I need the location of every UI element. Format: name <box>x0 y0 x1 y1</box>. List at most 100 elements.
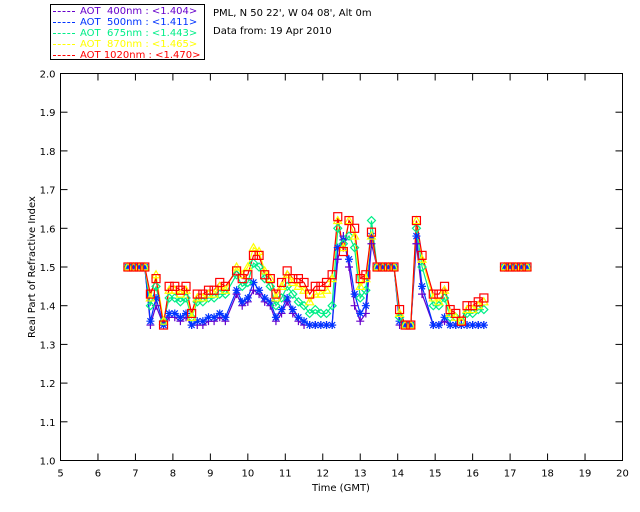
data-point <box>254 262 264 272</box>
data-point <box>271 300 281 311</box>
data-point <box>276 277 287 288</box>
data-point <box>198 317 207 326</box>
x-tick-label: 11 <box>279 469 292 480</box>
data-point <box>210 313 219 322</box>
data-point <box>271 313 280 322</box>
data-point <box>299 277 309 288</box>
data-point <box>478 296 489 306</box>
data-point <box>332 223 343 234</box>
x-tick-label: 5 <box>57 469 63 480</box>
data-point <box>266 297 275 306</box>
data-point <box>451 321 460 330</box>
data-point <box>456 316 466 326</box>
data-point <box>505 262 515 272</box>
data-point <box>237 281 248 292</box>
data-point <box>517 263 526 271</box>
data-point <box>204 313 213 322</box>
data-point <box>522 262 532 272</box>
data-point <box>361 270 371 280</box>
data-point <box>310 304 321 315</box>
legend: AOT 400nm : <1.404> AOT 500nm : <1.411> … <box>50 4 205 61</box>
data-point <box>181 281 191 291</box>
data-point <box>248 242 259 252</box>
legend-swatch <box>53 10 75 12</box>
data-point <box>344 231 354 241</box>
data-point <box>158 320 169 330</box>
y-tick-label: 1.1 <box>40 418 56 429</box>
x-tick-label: 14 <box>391 469 404 480</box>
data-point <box>187 308 197 319</box>
data-point <box>231 266 242 276</box>
data-point <box>344 263 353 271</box>
data-point <box>238 297 247 306</box>
data-point <box>349 230 360 240</box>
legend-label: AOT 1020nm : <1.470> <box>80 50 201 61</box>
x-tick-label: 10 <box>241 469 254 480</box>
legend-label: AOT 675nm : <1.443> <box>80 28 198 39</box>
data-point <box>187 321 196 330</box>
data-point <box>175 296 186 307</box>
data-point <box>417 254 428 263</box>
data-point <box>265 274 275 284</box>
data-point <box>243 293 252 302</box>
legend-item-675nm: AOT 675nm : <1.443> <box>53 28 197 39</box>
data-point <box>249 278 258 287</box>
data-point <box>338 246 348 257</box>
data-point <box>146 317 155 326</box>
data-point <box>203 285 214 295</box>
data-point <box>151 274 161 284</box>
data-point <box>378 262 388 272</box>
x-tick-label: 15 <box>429 469 442 480</box>
data-point <box>378 263 387 271</box>
data-point <box>506 263 515 271</box>
data-point <box>304 308 315 319</box>
data-point <box>367 239 376 248</box>
data-point <box>134 262 144 272</box>
data-point <box>350 301 359 310</box>
data-point <box>350 290 359 299</box>
data-point <box>394 304 405 315</box>
data-point <box>384 263 393 271</box>
data-point <box>418 290 427 299</box>
data-point <box>356 309 365 318</box>
data-point <box>500 263 509 271</box>
y-tick-label: 1.6 <box>40 224 56 235</box>
x-axis-label: Time (GMT) <box>311 483 370 494</box>
data-point <box>327 270 337 280</box>
data-point <box>140 263 149 271</box>
legend-item-1020nm: AOT 1020nm : <1.470> <box>53 50 200 61</box>
legend-item-500nm: AOT 500nm : <1.411> <box>53 17 197 28</box>
data-point <box>283 293 292 302</box>
y-axis-label: Real Part of Refractive Index <box>27 196 38 338</box>
data-point <box>451 308 461 319</box>
data-point <box>328 321 337 330</box>
data-point <box>164 281 174 291</box>
data-point <box>128 262 139 272</box>
data-point <box>349 242 360 253</box>
data-point <box>277 305 286 314</box>
legend-label: AOT 500nm : <1.411> <box>80 17 198 28</box>
data-point <box>220 285 231 294</box>
y-tick-label: 1.3 <box>40 340 56 351</box>
data-point <box>439 281 450 291</box>
data-point <box>327 300 337 311</box>
x-tick-label: 13 <box>354 469 367 480</box>
data-point <box>333 212 343 222</box>
data-point <box>123 263 132 271</box>
data-point <box>220 281 230 291</box>
data-point <box>383 262 393 272</box>
data-point <box>287 289 298 299</box>
x-tick-label: 16 <box>466 469 479 480</box>
data-point <box>511 262 521 272</box>
data-point <box>152 293 161 302</box>
legend-item-870nm: AOT 870nm : <1.465> <box>53 39 197 50</box>
x-tick-label: 9 <box>207 469 213 480</box>
data-point <box>221 313 230 322</box>
data-point <box>243 270 253 280</box>
data-point <box>446 321 455 330</box>
data-point <box>152 301 161 310</box>
data-point <box>332 215 343 225</box>
data-point <box>305 289 315 299</box>
data-point <box>176 313 185 322</box>
data-point <box>294 313 303 322</box>
